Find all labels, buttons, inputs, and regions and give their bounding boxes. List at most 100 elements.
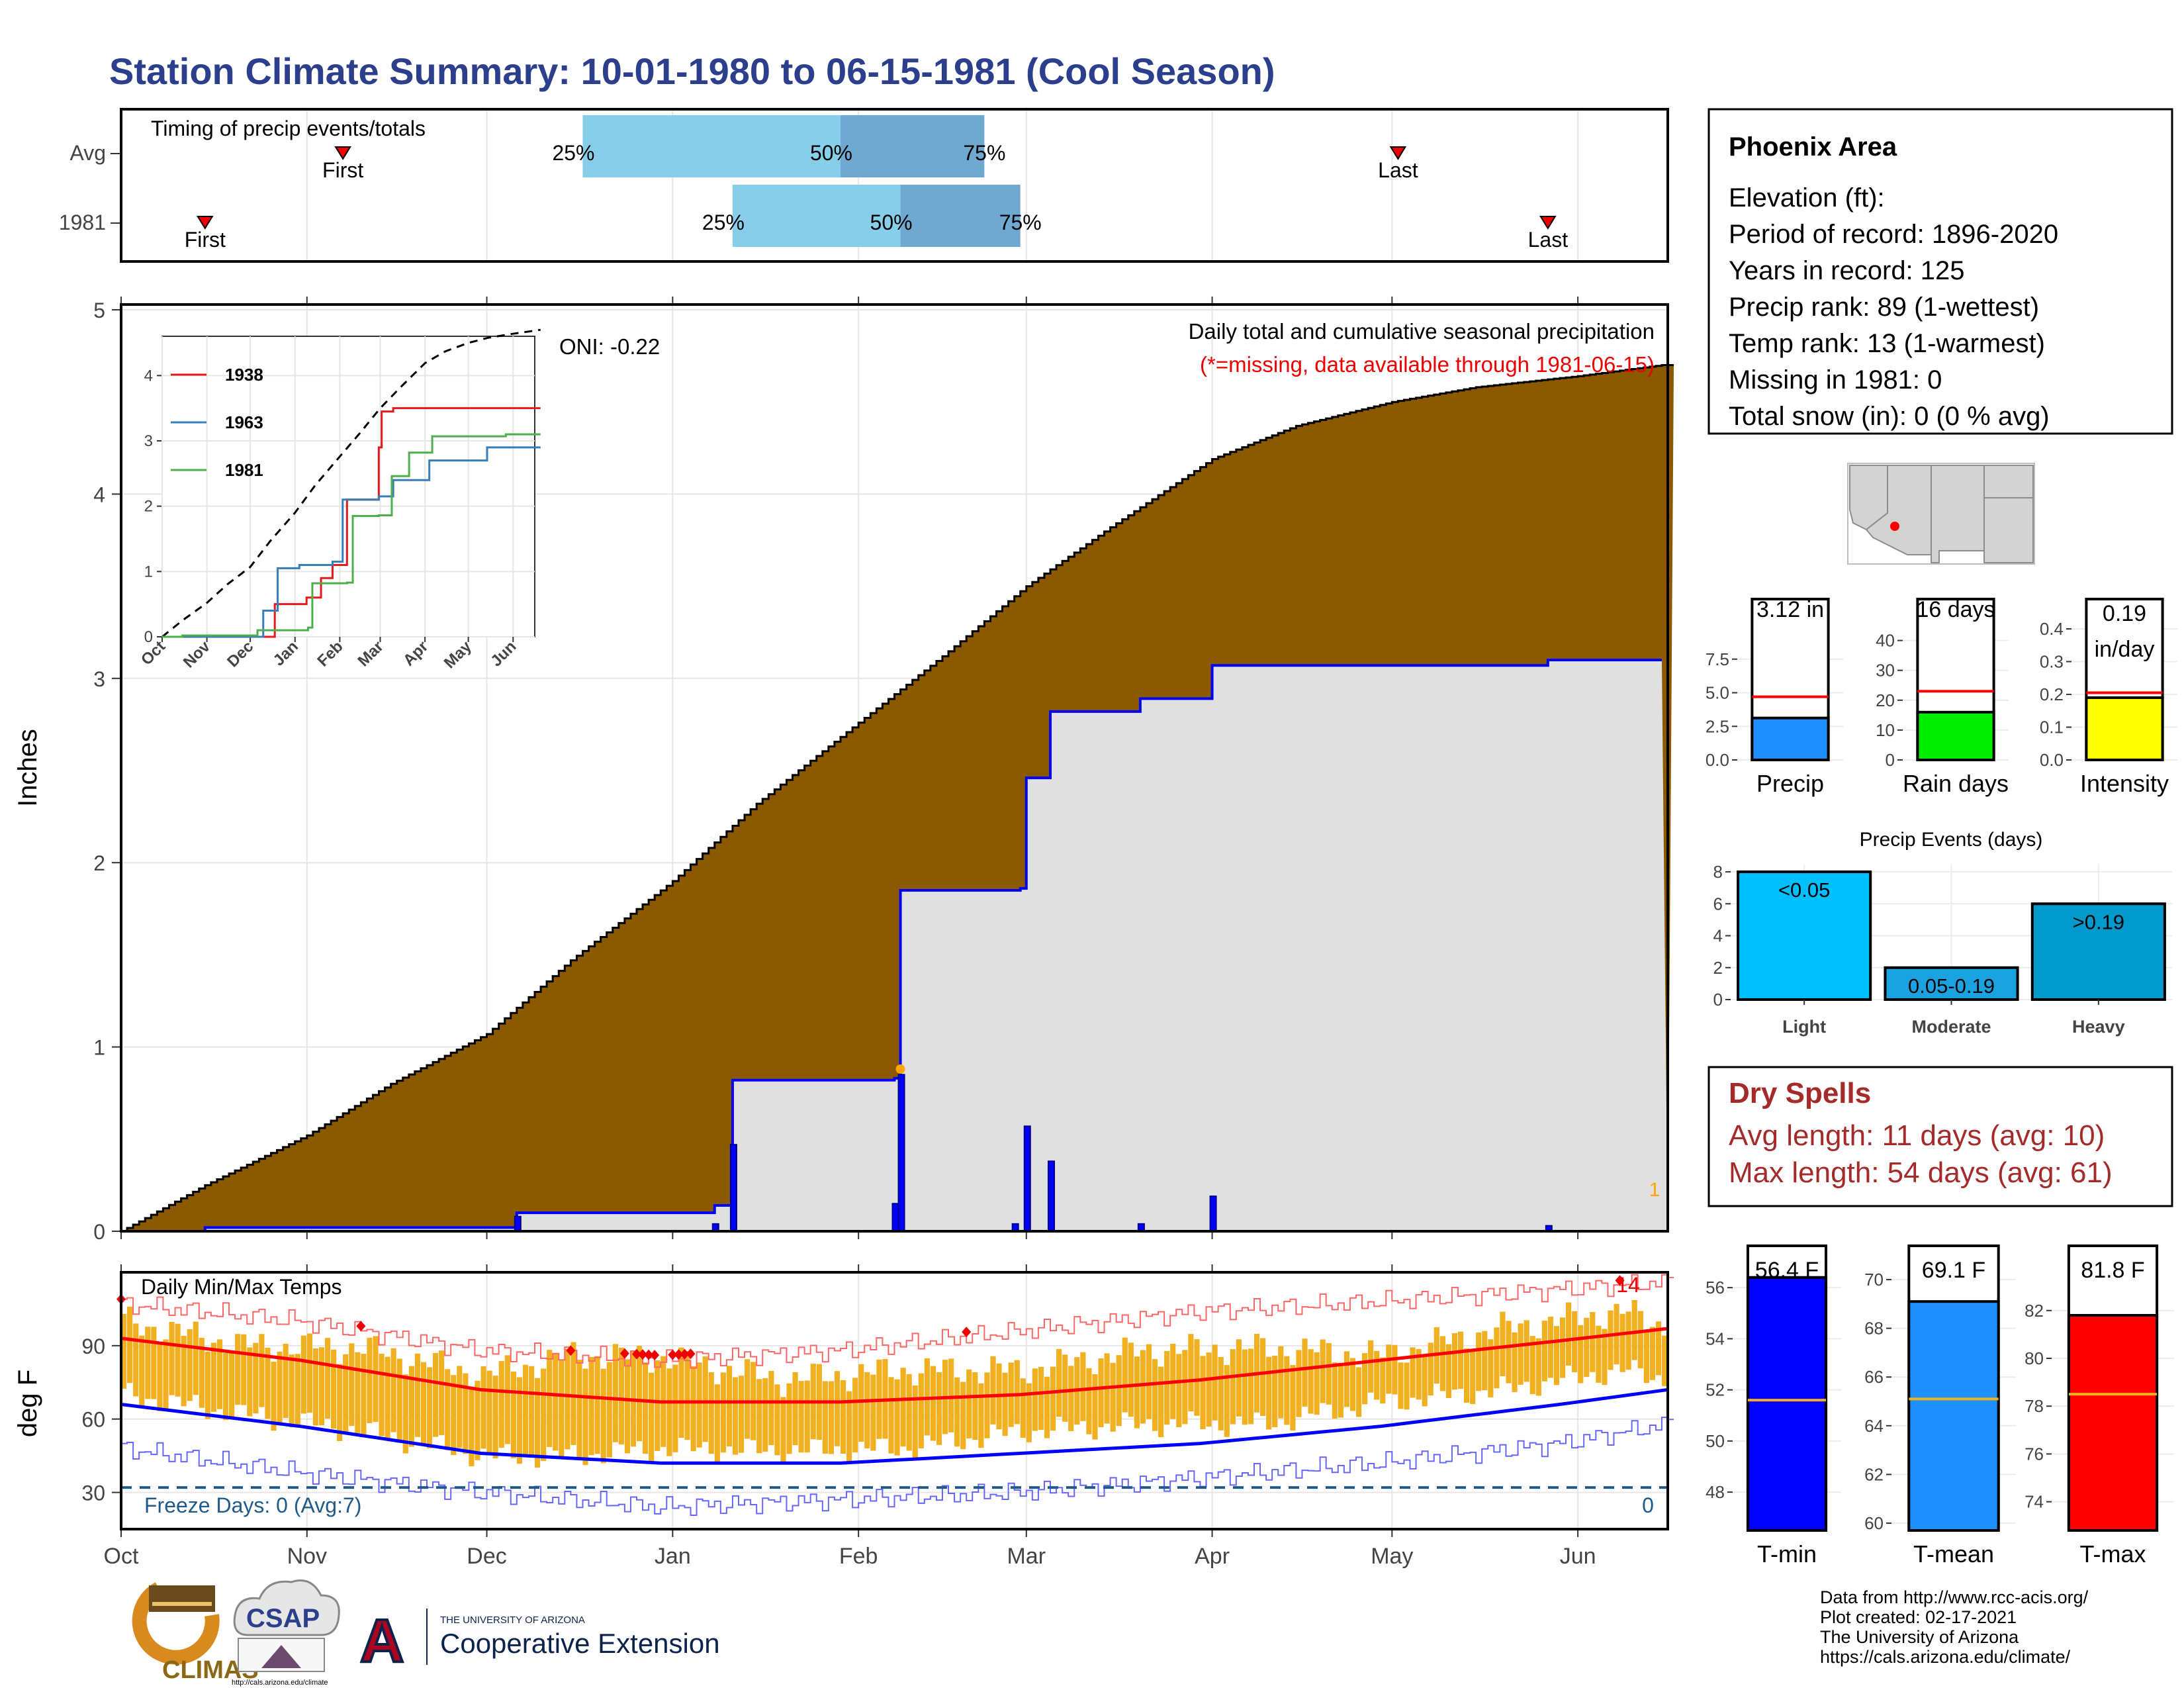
daily-temp-bar	[666, 1368, 672, 1456]
daily-temp-bar	[918, 1373, 924, 1449]
events-y-tick-label: 8	[1713, 862, 1723, 882]
daily-temp-bar	[1578, 1325, 1584, 1383]
timing-marker-icon	[1539, 216, 1557, 230]
avg-min-line	[120, 1387, 1668, 1465]
daily-temp-bar	[774, 1384, 780, 1456]
daily-temp-bar	[1529, 1336, 1535, 1395]
first-label: First	[322, 158, 363, 182]
y-tick-label: 1	[93, 1036, 105, 1060]
daily-temp-bar	[672, 1364, 678, 1452]
quartile-label: 25%	[552, 141, 594, 165]
y-tick-label: 4	[93, 483, 105, 506]
credit-line: Data from http://www.rcc-acis.org/	[1820, 1587, 2089, 1607]
timing-row-label: Avg	[69, 141, 106, 165]
daily-temp-bar	[408, 1366, 414, 1447]
daily-temp-bar	[1392, 1344, 1398, 1395]
avg-cumulative-line	[121, 364, 1674, 1233]
info-line: Total snow (in): 0 (0 % avg)	[1729, 402, 2050, 431]
daily-temp-bar	[216, 1339, 223, 1409]
x-tick-label: Jun	[1560, 1544, 1596, 1569]
mini-y-tick-label: 2.5	[1706, 716, 1729, 736]
station-location-marker	[1890, 522, 1899, 531]
mini-y-tick-label: 40	[1876, 631, 1895, 651]
x-tick-label: Apr	[1195, 1544, 1230, 1569]
current-cumulative-fill	[121, 659, 1668, 1231]
daily-temp-bar	[1194, 1339, 1200, 1416]
csap-cloud-logo: CSAP http://cals.arizona.edu/climate	[232, 1579, 340, 1687]
daily-temp-bar	[475, 1380, 480, 1460]
daily-temp-bar	[402, 1374, 408, 1454]
events-bar	[2030, 902, 2166, 1001]
y-tick-label: 90	[81, 1335, 105, 1358]
daily-temp-bar	[259, 1334, 265, 1407]
daily-temp-bar	[1398, 1362, 1404, 1409]
inset-series-line	[162, 446, 541, 638]
daily-temp-bar	[870, 1374, 876, 1451]
daily-temp-bar	[1476, 1332, 1482, 1391]
daily-temp-bar	[1500, 1311, 1506, 1377]
daily-temp-bar	[1343, 1351, 1350, 1407]
daily-temp-bar	[343, 1354, 349, 1434]
quartile-label: 50%	[810, 141, 852, 165]
mini-y-tick-label: 74	[2025, 1492, 2044, 1512]
daily-temp-bar	[510, 1372, 516, 1458]
events-title: Precip Events (days)	[1860, 829, 2043, 851]
daily-temp-bar	[1056, 1348, 1062, 1417]
x-tick-label: Mar	[1007, 1544, 1046, 1569]
daily-temp-bar	[426, 1367, 433, 1448]
daily-temp-bar	[1470, 1349, 1476, 1405]
daily-temp-bar	[553, 1352, 559, 1451]
timing-row-label: 1981	[59, 211, 106, 234]
daily-temp-bar	[1134, 1356, 1140, 1429]
daily-temp-bar	[169, 1322, 175, 1395]
record-marker	[686, 1348, 696, 1360]
record-marker	[644, 1349, 654, 1360]
ua-small-text: THE UNIVERSITY OF ARIZONA	[440, 1615, 585, 1626]
daily-temp-bar	[390, 1348, 396, 1432]
quartile-25-50-bar	[582, 115, 841, 177]
daily-temp-bar	[1062, 1354, 1068, 1422]
rain-days-value-label: 16 days	[1916, 597, 1995, 622]
daily-temp-bar	[1506, 1321, 1512, 1383]
daily-temp-bar	[1182, 1350, 1188, 1425]
daily-temp-bar	[1643, 1329, 1649, 1383]
daily-temp-bar	[972, 1372, 978, 1440]
mini-category-label: T-mean	[1913, 1540, 1994, 1568]
x-tick-label: Oct	[104, 1544, 139, 1569]
daily-temp-bar	[864, 1372, 870, 1449]
daily-temp-bar	[163, 1339, 169, 1409]
events-y-tick-label: 0	[1713, 990, 1723, 1009]
record-marker	[566, 1345, 576, 1356]
daily-temp-bar	[822, 1381, 828, 1454]
daily-temp-bar	[559, 1360, 565, 1458]
daily-temp-bar	[1451, 1333, 1458, 1390]
daily-temp-bar	[1631, 1299, 1637, 1360]
events-category-label: Light	[1782, 1017, 1826, 1037]
daily-temp-bar	[469, 1388, 475, 1467]
record-min-line	[121, 1417, 1674, 1517]
events-bar	[1737, 870, 1872, 1002]
daily-temp-bar	[396, 1358, 402, 1441]
events-bar-label: >0.19	[2073, 910, 2124, 933]
daily-temp-bar	[133, 1323, 139, 1397]
daily-temp-bar	[1224, 1365, 1230, 1437]
daily-temp-bar	[1080, 1352, 1086, 1421]
record-marker	[356, 1321, 366, 1332]
daily-temp-bar	[780, 1397, 786, 1465]
daily-precip-bar	[514, 1215, 522, 1233]
avg-max-line	[120, 1327, 1668, 1404]
credits: Data from http://www.rcc-acis.org/ Plot …	[1820, 1587, 2089, 1667]
timing-title: Timing of precip events/totals	[151, 117, 426, 140]
daily-temp-bar	[265, 1347, 271, 1419]
mini-category-label: Precip	[1756, 770, 1824, 797]
daily-temp-bar	[643, 1362, 649, 1454]
daily-temp-bar	[906, 1374, 912, 1451]
inset-y-tick-label: 0	[144, 628, 153, 646]
daily-temp-bar	[1188, 1334, 1194, 1412]
daily-temp-bar	[1122, 1337, 1128, 1413]
daily-temp-bar	[594, 1356, 600, 1454]
daily-temp-bar	[277, 1351, 283, 1424]
daily-temp-bar	[690, 1366, 696, 1452]
info-line: Missing in 1981: 0	[1729, 365, 1942, 395]
